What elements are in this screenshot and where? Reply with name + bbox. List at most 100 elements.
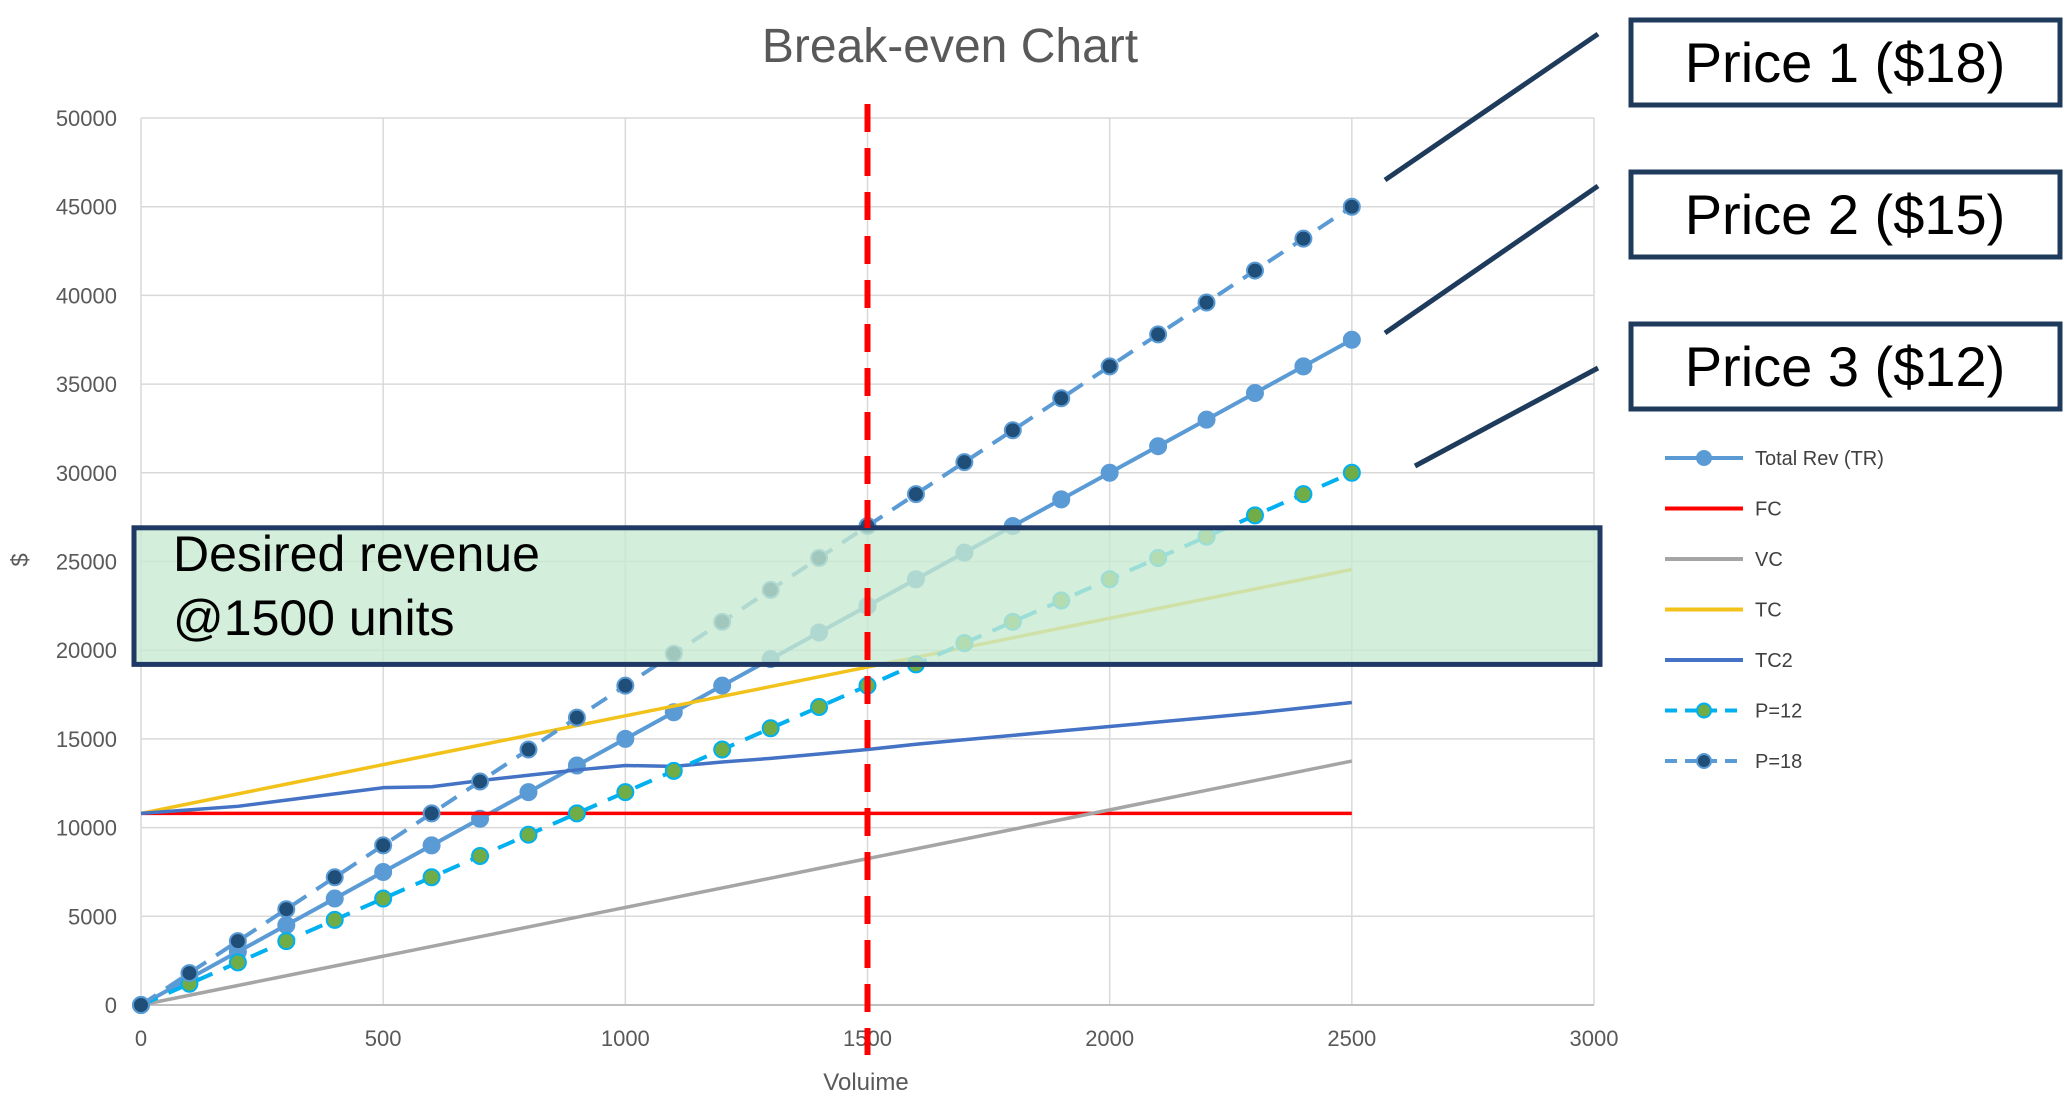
series-p-12 bbox=[132, 463, 1361, 1014]
legend-label: VC bbox=[1755, 549, 1783, 571]
data-point bbox=[1100, 357, 1119, 376]
callout-label: Price 2 ($15) bbox=[1685, 183, 2006, 246]
data-point bbox=[955, 453, 974, 472]
data-point bbox=[616, 676, 635, 695]
y-axis-title: $ bbox=[7, 553, 34, 566]
data-point bbox=[228, 932, 247, 951]
data-point bbox=[1342, 463, 1361, 482]
data-point bbox=[1052, 490, 1071, 509]
desired-revenue-label: @1500 units bbox=[173, 590, 455, 646]
y-tick-label: 15000 bbox=[56, 727, 117, 752]
data-point bbox=[664, 761, 683, 780]
data-point bbox=[1052, 389, 1071, 408]
data-point bbox=[422, 836, 441, 855]
data-point bbox=[277, 916, 296, 935]
x-tick-labels: 050010001500200025003000 bbox=[135, 1026, 1619, 1051]
legend-label: P=18 bbox=[1755, 751, 1802, 773]
data-point bbox=[1197, 410, 1216, 429]
data-point bbox=[1003, 421, 1022, 440]
callout-pointer bbox=[1413, 365, 1600, 469]
y-tick-label: 45000 bbox=[56, 195, 117, 220]
data-point bbox=[1342, 197, 1361, 216]
data-point bbox=[906, 485, 925, 504]
data-point bbox=[374, 889, 393, 908]
data-point bbox=[1245, 383, 1264, 402]
legend-item: Total Rev (TR) bbox=[1665, 448, 1884, 470]
series-tc2 bbox=[140, 700, 1353, 816]
data-point bbox=[374, 862, 393, 881]
data-point bbox=[519, 783, 538, 802]
data-point bbox=[1294, 229, 1313, 248]
data-point bbox=[1100, 463, 1119, 482]
y-tick-label: 50000 bbox=[56, 106, 117, 131]
series-layer bbox=[132, 197, 1361, 1014]
y-tick-label: 30000 bbox=[56, 461, 117, 486]
legend-label: FC bbox=[1755, 499, 1782, 521]
series-vc bbox=[140, 759, 1353, 1007]
data-point bbox=[277, 900, 296, 919]
legend-item: FC bbox=[1665, 499, 1782, 521]
y-tick-label: 0 bbox=[105, 993, 117, 1018]
price-callout: Price 1 ($18) bbox=[1383, 17, 2063, 183]
data-point bbox=[374, 836, 393, 855]
data-point bbox=[422, 804, 441, 823]
legend-label: TC2 bbox=[1755, 650, 1793, 672]
price-callout: Price 2 ($15) bbox=[1383, 169, 2063, 336]
data-point bbox=[761, 719, 780, 738]
data-point bbox=[519, 825, 538, 844]
x-axis-title: Voluime bbox=[823, 1069, 908, 1096]
data-point bbox=[471, 772, 490, 791]
y-tick-label: 5000 bbox=[68, 904, 117, 929]
legend-item: P=12 bbox=[1665, 701, 1802, 723]
data-point bbox=[616, 783, 635, 802]
legend-label: Total Rev (TR) bbox=[1755, 448, 1884, 470]
callout-box bbox=[1628, 169, 2063, 260]
callout-pointer bbox=[1383, 31, 1600, 183]
callout-pointer bbox=[1383, 183, 1600, 336]
x-tick-label: 2000 bbox=[1085, 1026, 1134, 1051]
data-point bbox=[277, 932, 296, 951]
legend: Total Rev (TR) FC VC TC TC2 P=12 P=18 bbox=[1665, 448, 1884, 773]
y-tick-label: 40000 bbox=[56, 283, 117, 308]
desired-revenue-label: Desired revenue bbox=[173, 526, 540, 582]
series-line bbox=[140, 700, 1353, 816]
data-point bbox=[567, 708, 586, 727]
price-callout: Price 3 ($12) bbox=[1413, 321, 2063, 469]
y-tick-labels: 0 5000 10000 15000 20000 25000 30000 35000 40000… bbox=[56, 106, 117, 1018]
data-point bbox=[1149, 437, 1168, 456]
legend-item: TC2 bbox=[1665, 650, 1793, 672]
data-point bbox=[422, 868, 441, 887]
data-point bbox=[1342, 330, 1361, 349]
legend-item: TC bbox=[1665, 600, 1782, 622]
data-point bbox=[325, 889, 344, 908]
x-tick-label: 1000 bbox=[601, 1026, 650, 1051]
data-point bbox=[471, 846, 490, 865]
data-point bbox=[713, 740, 732, 759]
callout-box bbox=[1628, 17, 2063, 108]
legend-item: P=18 bbox=[1665, 751, 1802, 773]
data-point bbox=[228, 953, 247, 972]
y-tick-label: 35000 bbox=[56, 372, 117, 397]
callout-label: Price 1 ($18) bbox=[1685, 31, 2006, 94]
y-tick-label: 25000 bbox=[56, 550, 117, 575]
y-tick-label: 20000 bbox=[56, 638, 117, 663]
data-point bbox=[1245, 506, 1264, 525]
chart-title: Break-even Chart bbox=[762, 20, 1138, 73]
legend-marker bbox=[1696, 450, 1712, 466]
data-point bbox=[1197, 293, 1216, 312]
price-callouts: Price 1 ($18) Price 2 ($15) Price 3 ($12) bbox=[1383, 17, 2063, 469]
data-point bbox=[519, 740, 538, 759]
callout-box bbox=[1628, 321, 2063, 412]
data-point bbox=[810, 697, 829, 716]
x-tick-label: 500 bbox=[365, 1026, 402, 1051]
x-tick-label: 0 bbox=[135, 1026, 147, 1051]
x-tick-label: 2500 bbox=[1327, 1026, 1376, 1051]
callout-label: Price 3 ($12) bbox=[1685, 335, 2006, 398]
data-point bbox=[1294, 485, 1313, 504]
data-point bbox=[616, 729, 635, 748]
legend-item: VC bbox=[1665, 549, 1783, 571]
y-tick-label: 10000 bbox=[56, 816, 117, 841]
legend-marker bbox=[1696, 753, 1712, 769]
data-point bbox=[1245, 261, 1264, 280]
